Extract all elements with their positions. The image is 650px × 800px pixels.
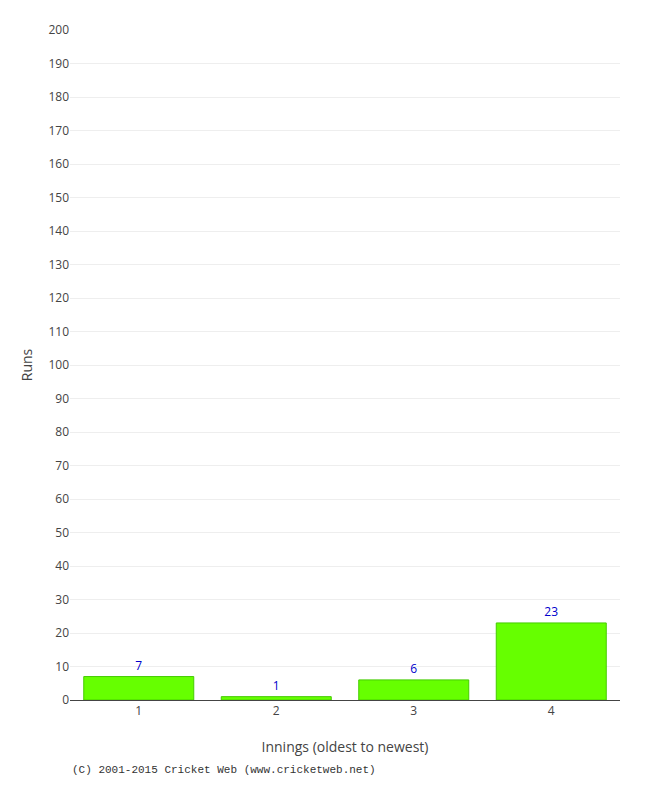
svg-text:100: 100 xyxy=(48,356,69,373)
svg-text:180: 180 xyxy=(48,88,69,105)
svg-text:80: 80 xyxy=(55,423,69,440)
svg-text:30: 30 xyxy=(55,591,69,608)
svg-text:1: 1 xyxy=(135,702,142,719)
svg-text:Runs: Runs xyxy=(17,348,36,381)
svg-text:10: 10 xyxy=(55,658,69,675)
svg-text:0: 0 xyxy=(62,691,69,708)
svg-text:150: 150 xyxy=(48,189,69,206)
svg-text:90: 90 xyxy=(55,390,69,407)
svg-text:70: 70 xyxy=(55,457,69,474)
svg-text:7: 7 xyxy=(135,657,142,674)
svg-text:2: 2 xyxy=(273,702,280,719)
svg-text:Innings (oldest to newest): Innings (oldest to newest) xyxy=(262,737,429,756)
svg-text:20: 20 xyxy=(55,624,69,641)
svg-text:120: 120 xyxy=(48,289,69,306)
svg-text:190: 190 xyxy=(48,55,69,72)
svg-text:40: 40 xyxy=(55,557,69,574)
svg-text:130: 130 xyxy=(48,256,69,273)
svg-text:60: 60 xyxy=(55,490,69,507)
svg-text:170: 170 xyxy=(48,122,69,139)
svg-text:140: 140 xyxy=(48,222,69,239)
svg-text:6: 6 xyxy=(410,660,417,677)
svg-text:3: 3 xyxy=(410,702,417,719)
svg-text:110: 110 xyxy=(48,323,69,340)
svg-text:1: 1 xyxy=(273,677,280,694)
svg-text:4: 4 xyxy=(548,702,555,719)
svg-text:200: 200 xyxy=(48,21,69,38)
svg-text:(C) 2001-2015 Cricket Web (www: (C) 2001-2015 Cricket Web (www.cricketwe… xyxy=(72,764,376,776)
svg-text:160: 160 xyxy=(48,155,69,172)
svg-text:23: 23 xyxy=(544,603,558,620)
svg-text:50: 50 xyxy=(55,524,69,541)
